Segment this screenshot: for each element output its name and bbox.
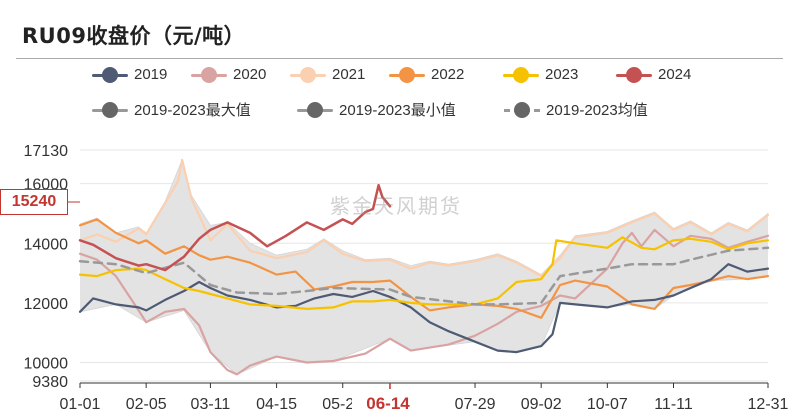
legend-item-2021[interactable]: 2021 bbox=[290, 66, 365, 83]
legend-item-2020[interactable]: 2020 bbox=[191, 66, 266, 83]
legend-item-min[interactable]: 2019-2023最小值 bbox=[297, 99, 456, 120]
y-tick-label: 10000 bbox=[24, 356, 69, 373]
x-tick-label: 12-31 bbox=[748, 396, 789, 413]
y-tick-label: 12000 bbox=[24, 296, 69, 313]
legend-label: 2023 bbox=[545, 66, 579, 83]
legend-label: 2019-2023最小值 bbox=[339, 102, 456, 119]
max-min-band bbox=[80, 159, 768, 375]
legend-item-2023[interactable]: 2023 bbox=[503, 66, 578, 83]
legend-symbol-icon bbox=[191, 66, 227, 83]
series-line-2024 bbox=[78, 183, 392, 272]
title-divider bbox=[16, 58, 783, 59]
series-line-max bbox=[79, 159, 769, 276]
legend-item-2022[interactable]: 2022 bbox=[389, 66, 464, 83]
series-line-2023 bbox=[78, 236, 770, 310]
y-tick-label: 17130 bbox=[24, 143, 69, 160]
legend-symbol-icon bbox=[503, 66, 539, 83]
legend-symbol-icon bbox=[290, 66, 326, 83]
x-tick-label: 07-29 bbox=[455, 396, 496, 413]
legend-label: 2019-2023最大值 bbox=[134, 102, 251, 119]
chart-title: RU09收盘价（元/吨） bbox=[22, 24, 246, 48]
legend-symbol-icon bbox=[389, 66, 425, 83]
x-tick-label: 03-11 bbox=[191, 396, 231, 413]
legend-label: 2024 bbox=[658, 66, 692, 83]
series-line-2022 bbox=[78, 218, 770, 319]
legend-label: 2021 bbox=[332, 66, 366, 83]
legend-symbol-icon bbox=[297, 101, 333, 118]
current-value-badge: 15240 bbox=[0, 189, 68, 215]
series-line-2019 bbox=[78, 263, 770, 354]
watermark: 紫金天风期货 bbox=[330, 194, 462, 218]
legend-item-avg[interactable]: 2019-2023均值 bbox=[504, 99, 648, 120]
legend-label: 2019 bbox=[134, 66, 168, 83]
x-tick-label: 02-05 bbox=[126, 396, 167, 413]
legend-symbol-icon bbox=[92, 66, 128, 83]
x-tick-label: 09-02 bbox=[521, 396, 562, 413]
legend-label: 2022 bbox=[431, 66, 465, 83]
legend-symbol-icon bbox=[92, 101, 128, 118]
hover-date-label: 06-14 bbox=[352, 392, 424, 416]
legend-item-max[interactable]: 2019-2023最大值 bbox=[92, 99, 251, 120]
legend-label: 2019-2023均值 bbox=[546, 102, 648, 119]
legend-item-2019[interactable]: 2019 bbox=[92, 66, 167, 83]
series-line-2020 bbox=[78, 228, 770, 376]
legend-symbol-icon bbox=[504, 101, 540, 118]
x-tick-label: 04-15 bbox=[256, 396, 297, 413]
x-tick-label: 10-07 bbox=[587, 396, 628, 413]
legend-item-2024[interactable]: 2024 bbox=[616, 66, 691, 83]
series-line-2021 bbox=[78, 158, 770, 278]
x-tick-label: 11-11 bbox=[654, 396, 693, 413]
y-tick-label: 14000 bbox=[24, 236, 69, 253]
legend-symbol-icon bbox=[616, 66, 652, 83]
y-tick-label: 9380 bbox=[32, 374, 68, 391]
x-tick-label: 01-01 bbox=[60, 396, 101, 413]
series-line-avg bbox=[78, 246, 770, 306]
legend-label: 2020 bbox=[233, 66, 267, 83]
